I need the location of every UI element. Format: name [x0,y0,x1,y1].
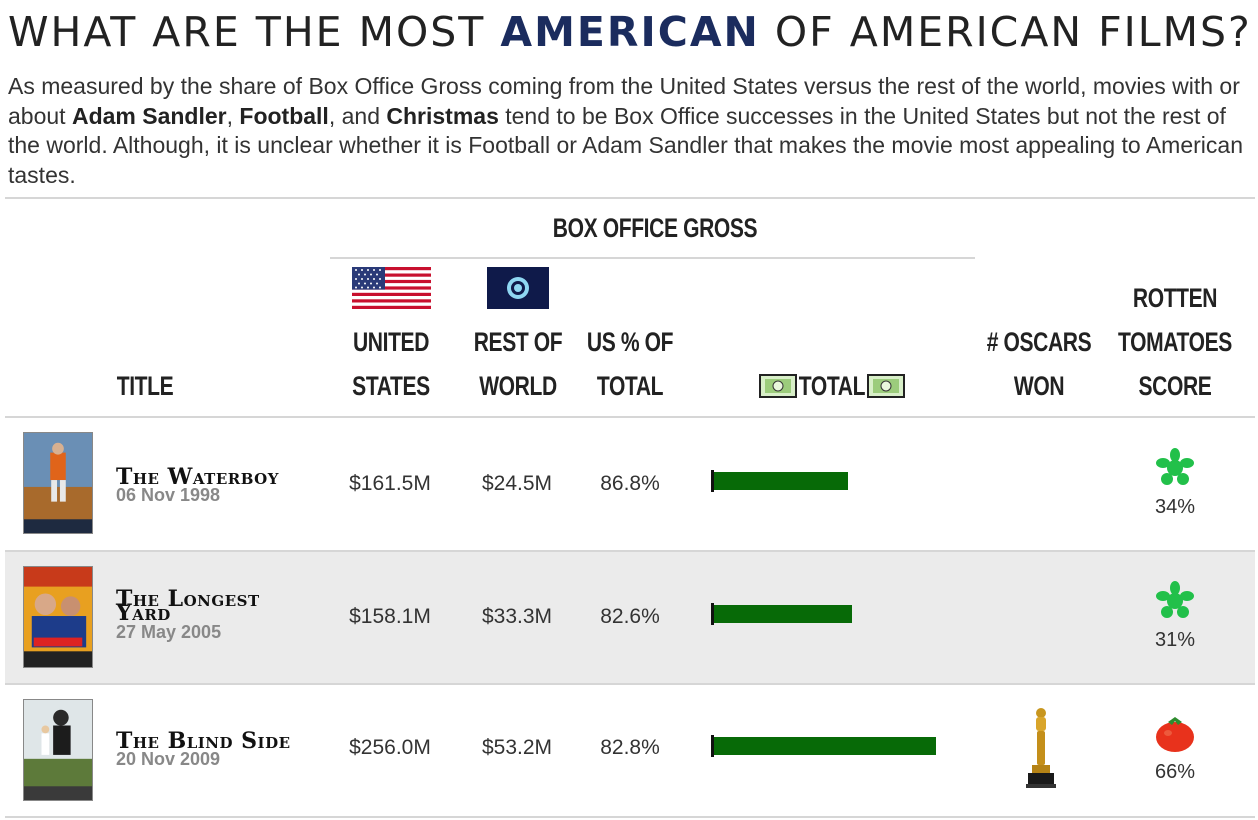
world-gross: $53.2M [481,736,553,759]
header-oscars-2: WON [1013,371,1065,401]
table-row: The Waterboy 06 Nov 1998 $161.5M $24.5M … [5,418,1255,550]
us-gross: $158.1M [349,605,431,628]
movie-date: 06 Nov 1998 [116,485,221,505]
splat-icon [1156,448,1194,485]
movie-title: The Longest Yard [116,588,316,624]
header-rotten-tomatoes-2: TOMATOES [1118,327,1232,357]
movie-title-text: The Longest Yard [116,586,260,626]
header-rotten-tomatoes-1: ROTTEN [1132,283,1218,313]
subtitle: As measured by the share of Box Office G… [8,72,1253,190]
total-bar [714,605,852,623]
total-bar [714,472,848,490]
top-divider [5,197,1255,199]
subtitle-bold-1: Adam Sandler [71,102,227,129]
header-box-office-gross: BOX OFFICE GROSS [552,213,758,243]
table-row: The Longest Yard 27 May 2005 $158.1M $33… [5,552,1255,684]
header-us-pct-2: TOTAL [596,371,664,401]
movie-title: The Waterboy [116,464,279,490]
subtitle-text-1: As measured by the share of Box Office G… [8,73,1240,129]
bar-axis [711,470,714,492]
header-divider [5,416,1255,418]
subtitle-bold-2: Football [239,102,329,129]
poster-image [23,699,93,801]
header-us-pct-1: US % OF [586,327,674,357]
tomato-icon [1156,717,1194,752]
header-rotten-tomatoes-3: SCORE [1138,371,1212,401]
rt-score: 66% [1154,761,1196,783]
bar-axis [711,603,714,625]
us-flag-icon [352,267,431,309]
title-post: OF AMERICAN FILMS? [759,8,1252,56]
movie-title: The Blind Side [116,728,291,754]
header-united-states-1: UNITED [352,327,430,357]
page-title: WHAT ARE THE MOST AMERICAN OF AMERICAN F… [8,8,1258,56]
us-pct: 82.6% [600,605,660,628]
world-gross: $24.5M [481,472,553,495]
poster-image [23,566,93,668]
header-oscars-1: # OSCARS [986,327,1092,357]
bar-axis [711,735,714,757]
world-flag-icon [487,267,549,309]
subtitle-text-3: , and [328,102,387,129]
header-title: TITLE [116,371,174,401]
subtitle-text-2: , [226,102,240,129]
movie-date: 27 May 2005 [116,622,222,642]
movie-date: 20 Nov 2009 [116,749,221,769]
us-gross: $256.0M [349,736,431,759]
us-gross: $161.5M [349,472,431,495]
table-row: The Blind Side 20 Nov 2009 $256.0M $53.2… [5,685,1255,817]
rt-score: 31% [1154,629,1196,651]
header-rest-of-world-1: REST OF [473,327,563,357]
rt-score: 34% [1154,496,1196,518]
header-united-states-2: STATES [352,371,430,401]
poster-image [23,432,93,534]
money-icon [759,374,797,398]
subtitle-bold-3: Christmas [386,102,499,129]
row-divider [5,816,1255,818]
title-pre: WHAT ARE THE MOST [8,8,501,56]
us-pct: 86.8% [600,472,660,495]
row-divider [5,550,1255,552]
title-accent: AMERICAN [500,8,760,56]
us-pct: 82.8% [600,736,660,759]
money-icon [867,374,905,398]
group-divider [330,257,975,259]
header-rest-of-world-2: WORLD [479,371,557,401]
splat-icon [1156,581,1194,618]
oscar-icon [1026,708,1056,788]
world-gross: $33.3M [481,605,553,628]
row-divider [5,683,1255,685]
total-bar [714,737,936,755]
header-total: TOTAL [798,371,866,401]
subtitle-text-4: tend to be Box Office successes in the U… [8,102,1243,188]
